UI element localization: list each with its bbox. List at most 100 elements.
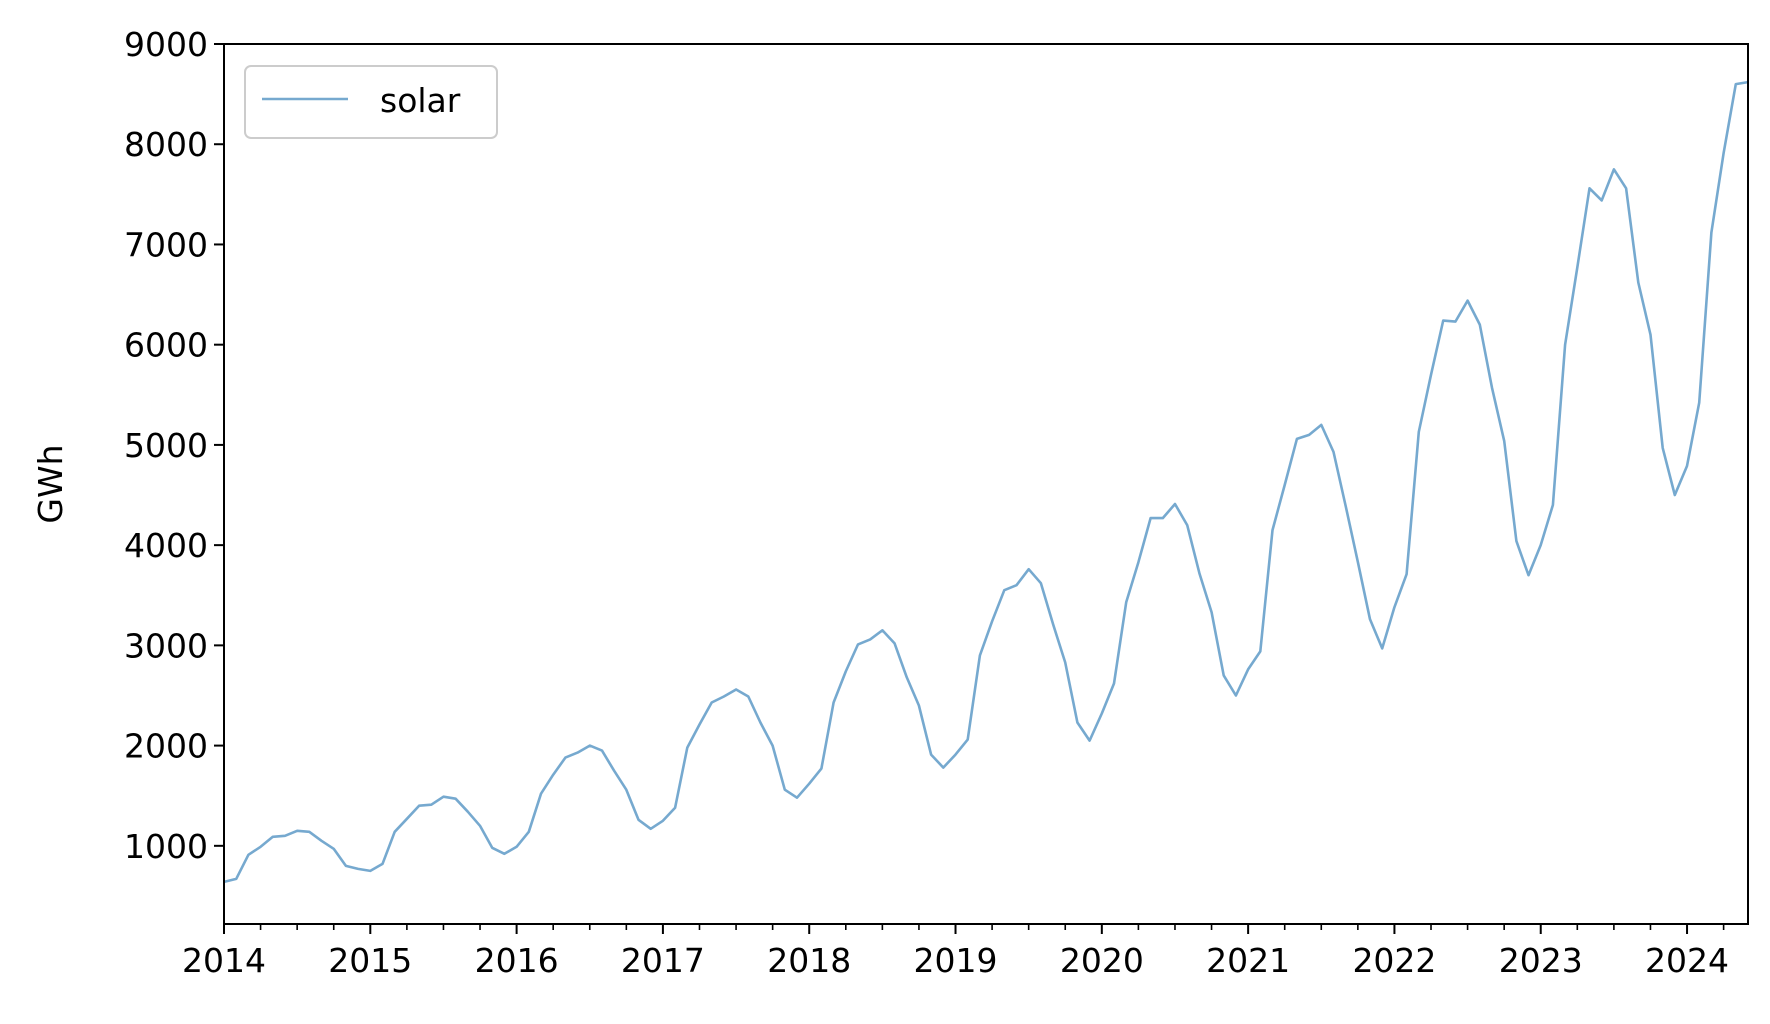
data-point [1467, 300, 1469, 302]
data-point [1003, 589, 1005, 591]
data-point [711, 701, 713, 703]
data-point [1442, 320, 1444, 322]
data-point [979, 654, 981, 656]
data-point [1211, 611, 1213, 613]
data-point [967, 739, 969, 741]
data-point [564, 757, 566, 759]
legend-box [244, 65, 498, 139]
data-point [357, 868, 359, 870]
data-point [674, 807, 676, 809]
data-point [686, 747, 688, 749]
data-point [1479, 324, 1481, 326]
plot-frame [223, 43, 1749, 925]
data-point [1259, 650, 1261, 652]
data-point [747, 695, 749, 697]
data-point [296, 830, 298, 832]
data-point [918, 705, 920, 707]
data-point [638, 819, 640, 821]
data-point [1393, 606, 1395, 608]
data-point [552, 774, 554, 776]
data-point [333, 848, 335, 850]
data-point [235, 878, 237, 880]
data-point [1308, 434, 1310, 436]
data-point [1345, 505, 1347, 507]
data-point [955, 754, 957, 756]
legend: solar [244, 65, 498, 139]
x-tick-label: 2017 [621, 941, 705, 980]
data-point [1698, 402, 1700, 404]
data-point [930, 754, 932, 756]
legend-entry-label: solar [380, 81, 461, 120]
data-point [1332, 451, 1334, 453]
data-point [1528, 574, 1530, 576]
data-point [942, 767, 944, 769]
data-point [1040, 582, 1042, 584]
data-point [772, 745, 774, 747]
data-point [1272, 529, 1274, 531]
data-point [1125, 601, 1127, 603]
x-tick-label: 2024 [1645, 941, 1729, 980]
data-point [1662, 447, 1664, 449]
data-point [442, 796, 444, 798]
data-point [503, 853, 505, 855]
data-point [1101, 713, 1103, 715]
data-point [1369, 618, 1371, 620]
data-point [1686, 465, 1688, 467]
data-point [1296, 438, 1298, 440]
x-tick-label: 2014 [182, 941, 266, 980]
data-point [491, 847, 493, 849]
data-point [1576, 267, 1578, 269]
x-tick-label: 2016 [475, 941, 559, 980]
data-point [1515, 540, 1517, 542]
data-point [1430, 374, 1432, 376]
data-point [1723, 152, 1725, 154]
y-tick-label: 3000 [124, 626, 208, 665]
data-point [820, 768, 822, 770]
data-point [467, 811, 469, 813]
data-point [260, 846, 262, 848]
data-point [1503, 440, 1505, 442]
data-point [1710, 231, 1712, 233]
data-point [381, 863, 383, 865]
y-tick-label: 4000 [124, 526, 208, 565]
x-tick-label: 2018 [767, 941, 851, 980]
data-point [272, 836, 274, 838]
y-tick-label: 7000 [124, 225, 208, 264]
data-point [723, 695, 725, 697]
y-tick-label: 8000 [124, 125, 208, 164]
data-point [528, 831, 530, 833]
series-layer [223, 80, 1749, 884]
data-point [1735, 83, 1737, 85]
series-line-solar [223, 80, 1749, 884]
y-tick-label: 1000 [124, 827, 208, 866]
x-tick-label: 2021 [1206, 941, 1290, 980]
data-point [406, 818, 408, 820]
data-point [1418, 431, 1420, 433]
data-point [540, 793, 542, 795]
data-point [1625, 187, 1627, 189]
data-point [1613, 168, 1615, 170]
data-point [1089, 740, 1091, 742]
data-point [1174, 503, 1176, 505]
data-point [650, 828, 652, 830]
data-point [418, 805, 420, 807]
data-point [1150, 517, 1152, 519]
data-point [589, 745, 591, 747]
data-point [1284, 484, 1286, 486]
y-tick-label: 5000 [124, 426, 208, 465]
data-point [1637, 282, 1639, 284]
data-point [1320, 424, 1322, 426]
data-point [759, 722, 761, 724]
x-tick-label: 2022 [1352, 941, 1436, 980]
data-point [1223, 674, 1225, 676]
data-point [1137, 561, 1139, 563]
data-point [735, 688, 737, 690]
data-point [1064, 661, 1066, 663]
data-point [308, 831, 310, 833]
data-point [808, 783, 810, 785]
data-point [1601, 199, 1603, 201]
data-point [455, 798, 457, 800]
